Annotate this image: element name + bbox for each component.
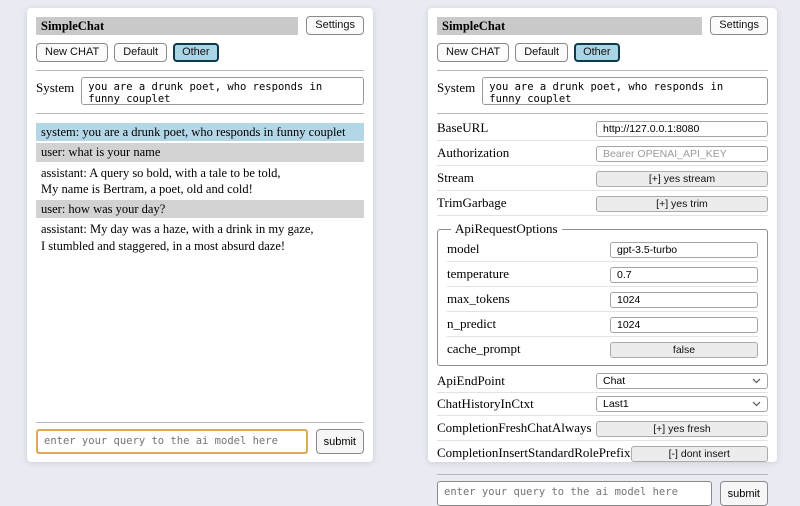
cache-prompt-label: cache_prompt xyxy=(447,341,521,356)
app-title: SimpleChat xyxy=(437,16,703,35)
settings-panel: SimpleChat Settings New CHAT Default Oth… xyxy=(428,8,777,506)
chat-message-assistant: assistant: A query so bold, with a tale … xyxy=(41,165,281,196)
query-row: submit xyxy=(437,481,768,506)
session-tab-other[interactable]: Other xyxy=(173,43,219,62)
new-chat-button[interactable]: New CHAT xyxy=(437,43,510,62)
setting-row-baseurl: BaseURL xyxy=(437,116,768,141)
chat-log: system: you are a drunk poet, who respon… xyxy=(36,123,364,257)
header: SimpleChat Settings xyxy=(437,16,768,35)
max-tokens-input[interactable] xyxy=(610,292,758,308)
system-prompt-row: System you are a drunk poet, who respond… xyxy=(437,77,768,105)
model-label: model xyxy=(447,241,480,256)
new-chat-button[interactable]: New CHAT xyxy=(36,43,109,62)
chat-message-system: system: you are a drunk poet, who respon… xyxy=(36,123,364,142)
chevron-down-icon xyxy=(752,401,761,407)
settings-list: BaseURL Authorization Stream [+] yes str… xyxy=(437,116,768,466)
stream-toggle-button[interactable]: [+] yes stream xyxy=(596,171,768,187)
setting-row-max-tokens: max_tokens xyxy=(447,287,758,312)
completion-fresh-chat-toggle-button[interactable]: [+] yes fresh xyxy=(596,421,768,437)
session-toolbar: New CHAT Default Other xyxy=(36,43,364,62)
system-prompt-textarea[interactable]: you are a drunk poet, who responds in fu… xyxy=(482,77,768,105)
cache-prompt-toggle-button[interactable]: false xyxy=(610,342,758,358)
query-row: submit xyxy=(36,429,364,454)
api-endpoint-selected-value: Chat xyxy=(603,375,626,387)
trim-garbage-toggle-button[interactable]: [+] yes trim xyxy=(596,196,768,212)
system-prompt-textarea[interactable]: you are a drunk poet, who responds in fu… xyxy=(81,77,364,105)
setting-row-temperature: temperature xyxy=(447,262,758,287)
settings-button[interactable]: Settings xyxy=(306,16,364,35)
setting-row-cache-prompt: cache_prompt false xyxy=(447,337,758,361)
api-endpoint-label: ApiEndPoint xyxy=(437,373,505,388)
header: SimpleChat Settings xyxy=(36,16,364,35)
query-input[interactable] xyxy=(437,481,712,506)
max-tokens-label: max_tokens xyxy=(447,291,510,306)
settings-button[interactable]: Settings xyxy=(710,16,768,35)
session-tab-other[interactable]: Other xyxy=(574,43,620,62)
temperature-label: temperature xyxy=(447,266,510,281)
api-request-options-fieldset: ApiRequestOptions model temperature max_… xyxy=(437,221,768,366)
empty-space xyxy=(36,257,364,414)
submit-button[interactable]: submit xyxy=(315,429,364,454)
completion-insert-role-prefix-label: CompletionInsertStandardRolePrefix xyxy=(437,445,631,460)
app-title: SimpleChat xyxy=(36,16,299,35)
divider xyxy=(36,113,364,114)
chat-history-in-ctxt-select[interactable]: Last1 xyxy=(596,396,768,412)
chat-history-selected-value: Last1 xyxy=(603,398,629,410)
n-predict-label: n_predict xyxy=(447,316,497,331)
setting-row-n-predict: n_predict xyxy=(447,312,758,337)
completion-fresh-chat-label: CompletionFreshChatAlways xyxy=(437,420,592,435)
temperature-input[interactable] xyxy=(610,267,758,283)
system-prompt-row: System you are a drunk poet, who respond… xyxy=(36,77,364,105)
chat-message-user: user: how was your day? xyxy=(36,200,364,219)
n-predict-input[interactable] xyxy=(610,317,758,333)
trim-garbage-label: TrimGarbage xyxy=(437,195,507,210)
session-toolbar: New CHAT Default Other xyxy=(437,43,768,62)
chat-message-assistant: assistant: My day was a haze, with a dri… xyxy=(41,222,314,253)
divider xyxy=(437,113,768,114)
divider xyxy=(437,474,768,475)
api-endpoint-select[interactable]: Chat xyxy=(596,373,768,389)
baseurl-input[interactable] xyxy=(596,121,768,137)
completion-insert-role-prefix-toggle-button[interactable]: [-] dont insert xyxy=(630,446,768,462)
setting-row-trim-garbage: TrimGarbage [+] yes trim xyxy=(437,191,768,216)
chat-panel: SimpleChat Settings New CHAT Default Oth… xyxy=(27,8,373,462)
stream-label: Stream xyxy=(437,170,474,185)
query-input[interactable] xyxy=(36,429,308,454)
chat-history-in-ctxt-label: ChatHistoryInCtxt xyxy=(437,396,534,411)
setting-row-stream: Stream [+] yes stream xyxy=(437,166,768,191)
divider xyxy=(36,422,364,423)
divider xyxy=(437,70,768,71)
setting-row-model: model xyxy=(447,237,758,262)
authorization-label: Authorization xyxy=(437,145,510,160)
chat-message-user: user: what is your name xyxy=(36,143,364,162)
baseurl-label: BaseURL xyxy=(437,120,489,135)
setting-row-api-endpoint: ApiEndPoint Chat xyxy=(437,370,768,393)
setting-row-completion-insert-role-prefix: CompletionInsertStandardRolePrefix [-] d… xyxy=(437,441,768,466)
api-request-options-legend: ApiRequestOptions xyxy=(455,221,558,236)
setting-row-chat-history-in-ctxt: ChatHistoryInCtxt Last1 xyxy=(437,393,768,416)
divider xyxy=(36,70,364,71)
session-tab-default[interactable]: Default xyxy=(515,43,569,62)
model-input[interactable] xyxy=(610,242,758,258)
session-tab-default[interactable]: Default xyxy=(114,43,168,62)
setting-row-completion-fresh-chat: CompletionFreshChatAlways [+] yes fresh xyxy=(437,416,768,441)
chevron-down-icon xyxy=(752,378,761,384)
system-prompt-label: System xyxy=(36,80,75,95)
system-prompt-label: System xyxy=(437,80,476,95)
setting-row-authorization: Authorization xyxy=(437,141,768,166)
authorization-input[interactable] xyxy=(596,146,768,162)
submit-button[interactable]: submit xyxy=(719,481,768,506)
